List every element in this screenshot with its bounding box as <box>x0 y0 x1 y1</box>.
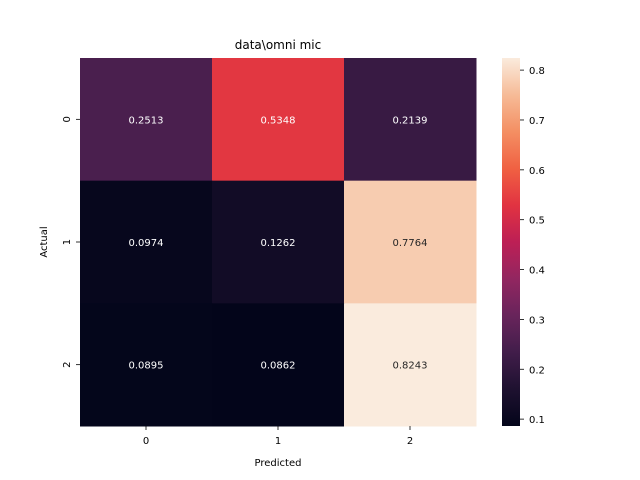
cell-value-label-1-2: 0.7764 <box>393 238 428 249</box>
x-tick-label-2: 2 <box>407 436 413 447</box>
colorbar-tick-label-4: 0.5 <box>529 216 545 227</box>
chart-title: data\omni mic <box>235 38 321 52</box>
x-axis-label: Predicted <box>255 458 302 469</box>
heatmap-cell-1-2 <box>344 180 477 304</box>
cell-value-label-2-0: 0.0895 <box>129 361 164 372</box>
x-tick-label-0: 0 <box>143 436 149 447</box>
heatmap-cell-1-0 <box>80 180 213 304</box>
heatmap-cell-2-2 <box>344 303 477 427</box>
colorbar-tick-label-7: 0.8 <box>529 66 545 77</box>
heatmap-cell-0-0 <box>80 58 213 182</box>
heatmap-cell-2-1 <box>212 303 345 427</box>
colorbar <box>502 58 520 426</box>
y-axis-label: Actual <box>39 226 50 257</box>
cell-value-label-0-0: 0.2513 <box>129 115 164 126</box>
colorbar-tick-label-5: 0.6 <box>529 166 545 177</box>
y-tick-label-1: 1 <box>62 239 73 245</box>
colorbar-ticks: 0.1 0.2 0.3 0.4 0.5 0.6 0.7 0.8 <box>520 66 545 426</box>
colorbar-tick-label-1: 0.2 <box>529 365 545 376</box>
y-axis-ticks: 0 1 2 <box>62 116 80 368</box>
y-tick-label-0: 0 <box>62 116 73 122</box>
cell-value-label-0-1: 0.5348 <box>261 115 296 126</box>
x-axis-ticks: 0 1 2 <box>143 426 413 447</box>
heatmap-cell-0-2 <box>344 58 477 182</box>
colorbar-tick-label-0: 0.1 <box>529 415 545 426</box>
colorbar-tick-label-6: 0.7 <box>529 116 545 127</box>
cell-value-label-1-0: 0.0974 <box>129 238 164 249</box>
x-tick-label-1: 1 <box>275 436 281 447</box>
heatmap-cell-1-1 <box>212 180 345 304</box>
cell-value-label-2-2: 0.8243 <box>393 361 428 372</box>
colorbar-tick-label-3: 0.4 <box>529 266 545 277</box>
colorbar-tick-label-2: 0.3 <box>529 315 545 326</box>
cell-value-label-2-1: 0.0862 <box>261 361 296 372</box>
heatmap-cell-2-0 <box>80 303 213 427</box>
y-tick-label-2: 2 <box>62 361 73 367</box>
cell-value-label-1-1: 0.1262 <box>261 238 296 249</box>
heatmap-cell-0-1 <box>212 58 345 182</box>
cell-value-label-0-2: 0.2139 <box>393 115 428 126</box>
heatmap-cells: 0.2513 0.5348 0.2139 0.0974 0.1262 0.7764 0.08… <box>80 58 477 427</box>
